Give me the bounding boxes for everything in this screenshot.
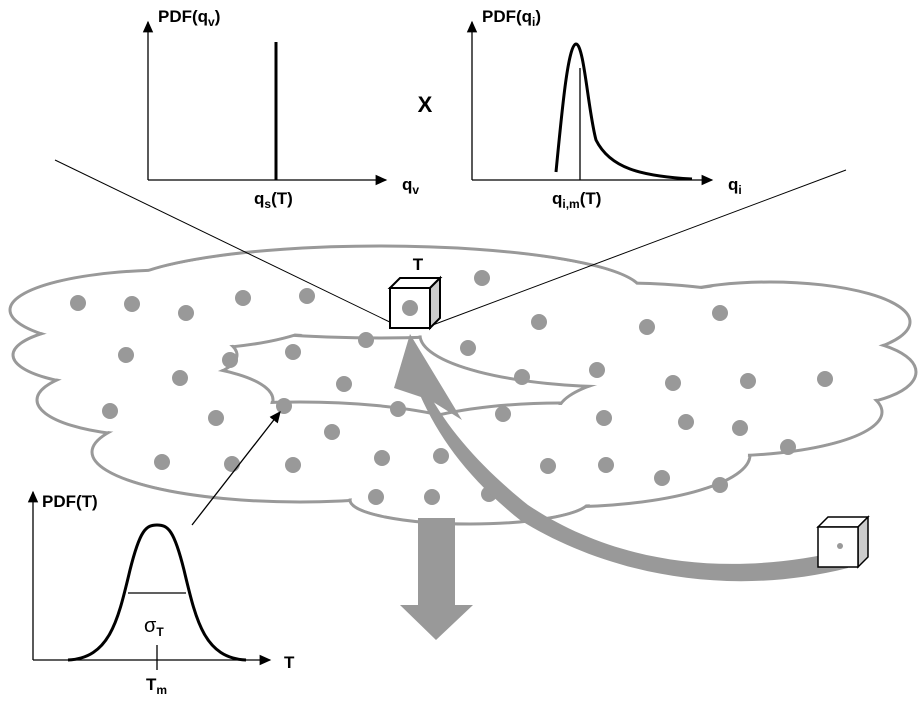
projection-line bbox=[54, 159, 399, 327]
pointer-arrow bbox=[191, 410, 281, 526]
transport-arrowhead bbox=[394, 334, 462, 420]
y-axis-label: PDF(qv) bbox=[158, 7, 220, 29]
temperature-pdf-curve bbox=[67, 523, 247, 662]
particles bbox=[70, 270, 833, 505]
y-axis-label: PDF(qi) bbox=[482, 7, 541, 29]
marker-label: qi,m(T) bbox=[552, 189, 601, 211]
source-cell bbox=[816, 515, 870, 569]
x-axis-label: T bbox=[284, 653, 295, 672]
x-axis-label: qv bbox=[402, 175, 419, 197]
width-label: σT bbox=[144, 615, 164, 639]
cell-label: T bbox=[413, 255, 424, 274]
marker-label: qs(T) bbox=[254, 189, 293, 211]
x-axis-label: qi bbox=[728, 175, 742, 197]
cloud bbox=[8, 244, 918, 526]
mean-label: Tm bbox=[146, 675, 167, 697]
operator: X bbox=[418, 92, 433, 117]
projection-line bbox=[429, 169, 847, 327]
ice-pdf-curve bbox=[554, 42, 693, 181]
down-arrow bbox=[400, 518, 473, 640]
transport-arrow bbox=[420, 392, 848, 582]
grid-cell bbox=[387, 275, 443, 331]
y-axis-label: PDF(T) bbox=[42, 492, 98, 511]
